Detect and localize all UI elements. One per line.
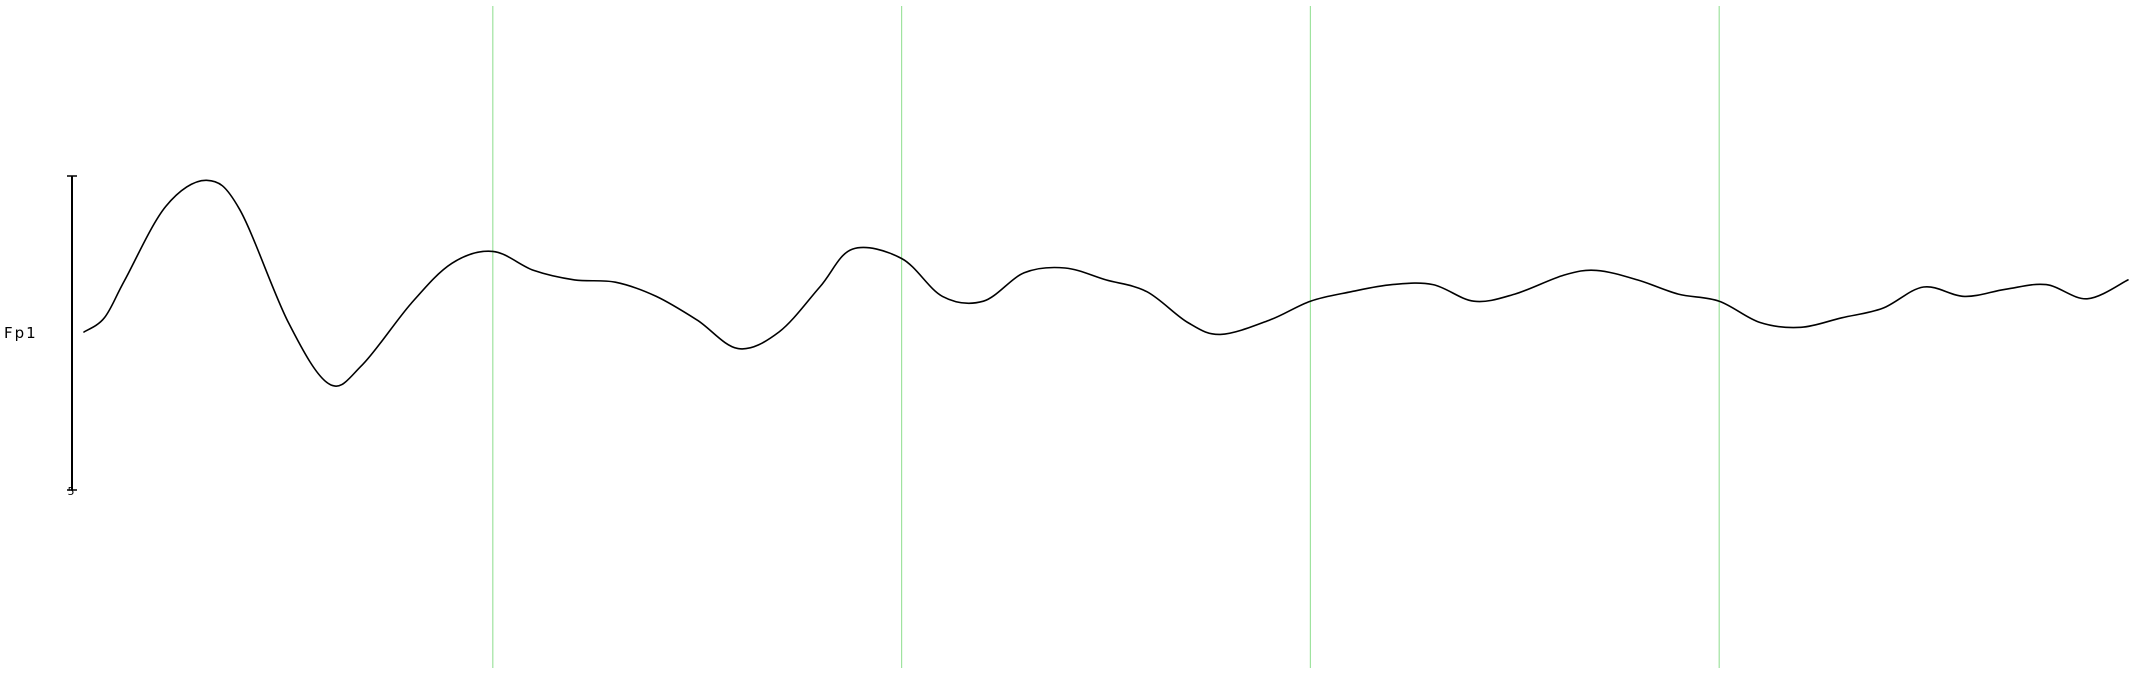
epoch-grid (492, 6, 1720, 668)
channel-label-1: Fp1 (4, 324, 38, 342)
signal-trace-1 (83, 179, 2129, 387)
amplitude-scale: 5 (67, 175, 77, 498)
channel-labels: Fp1 (4, 324, 38, 342)
signal-traces (83, 179, 2129, 387)
scale-bar-label: 5 (68, 485, 75, 498)
